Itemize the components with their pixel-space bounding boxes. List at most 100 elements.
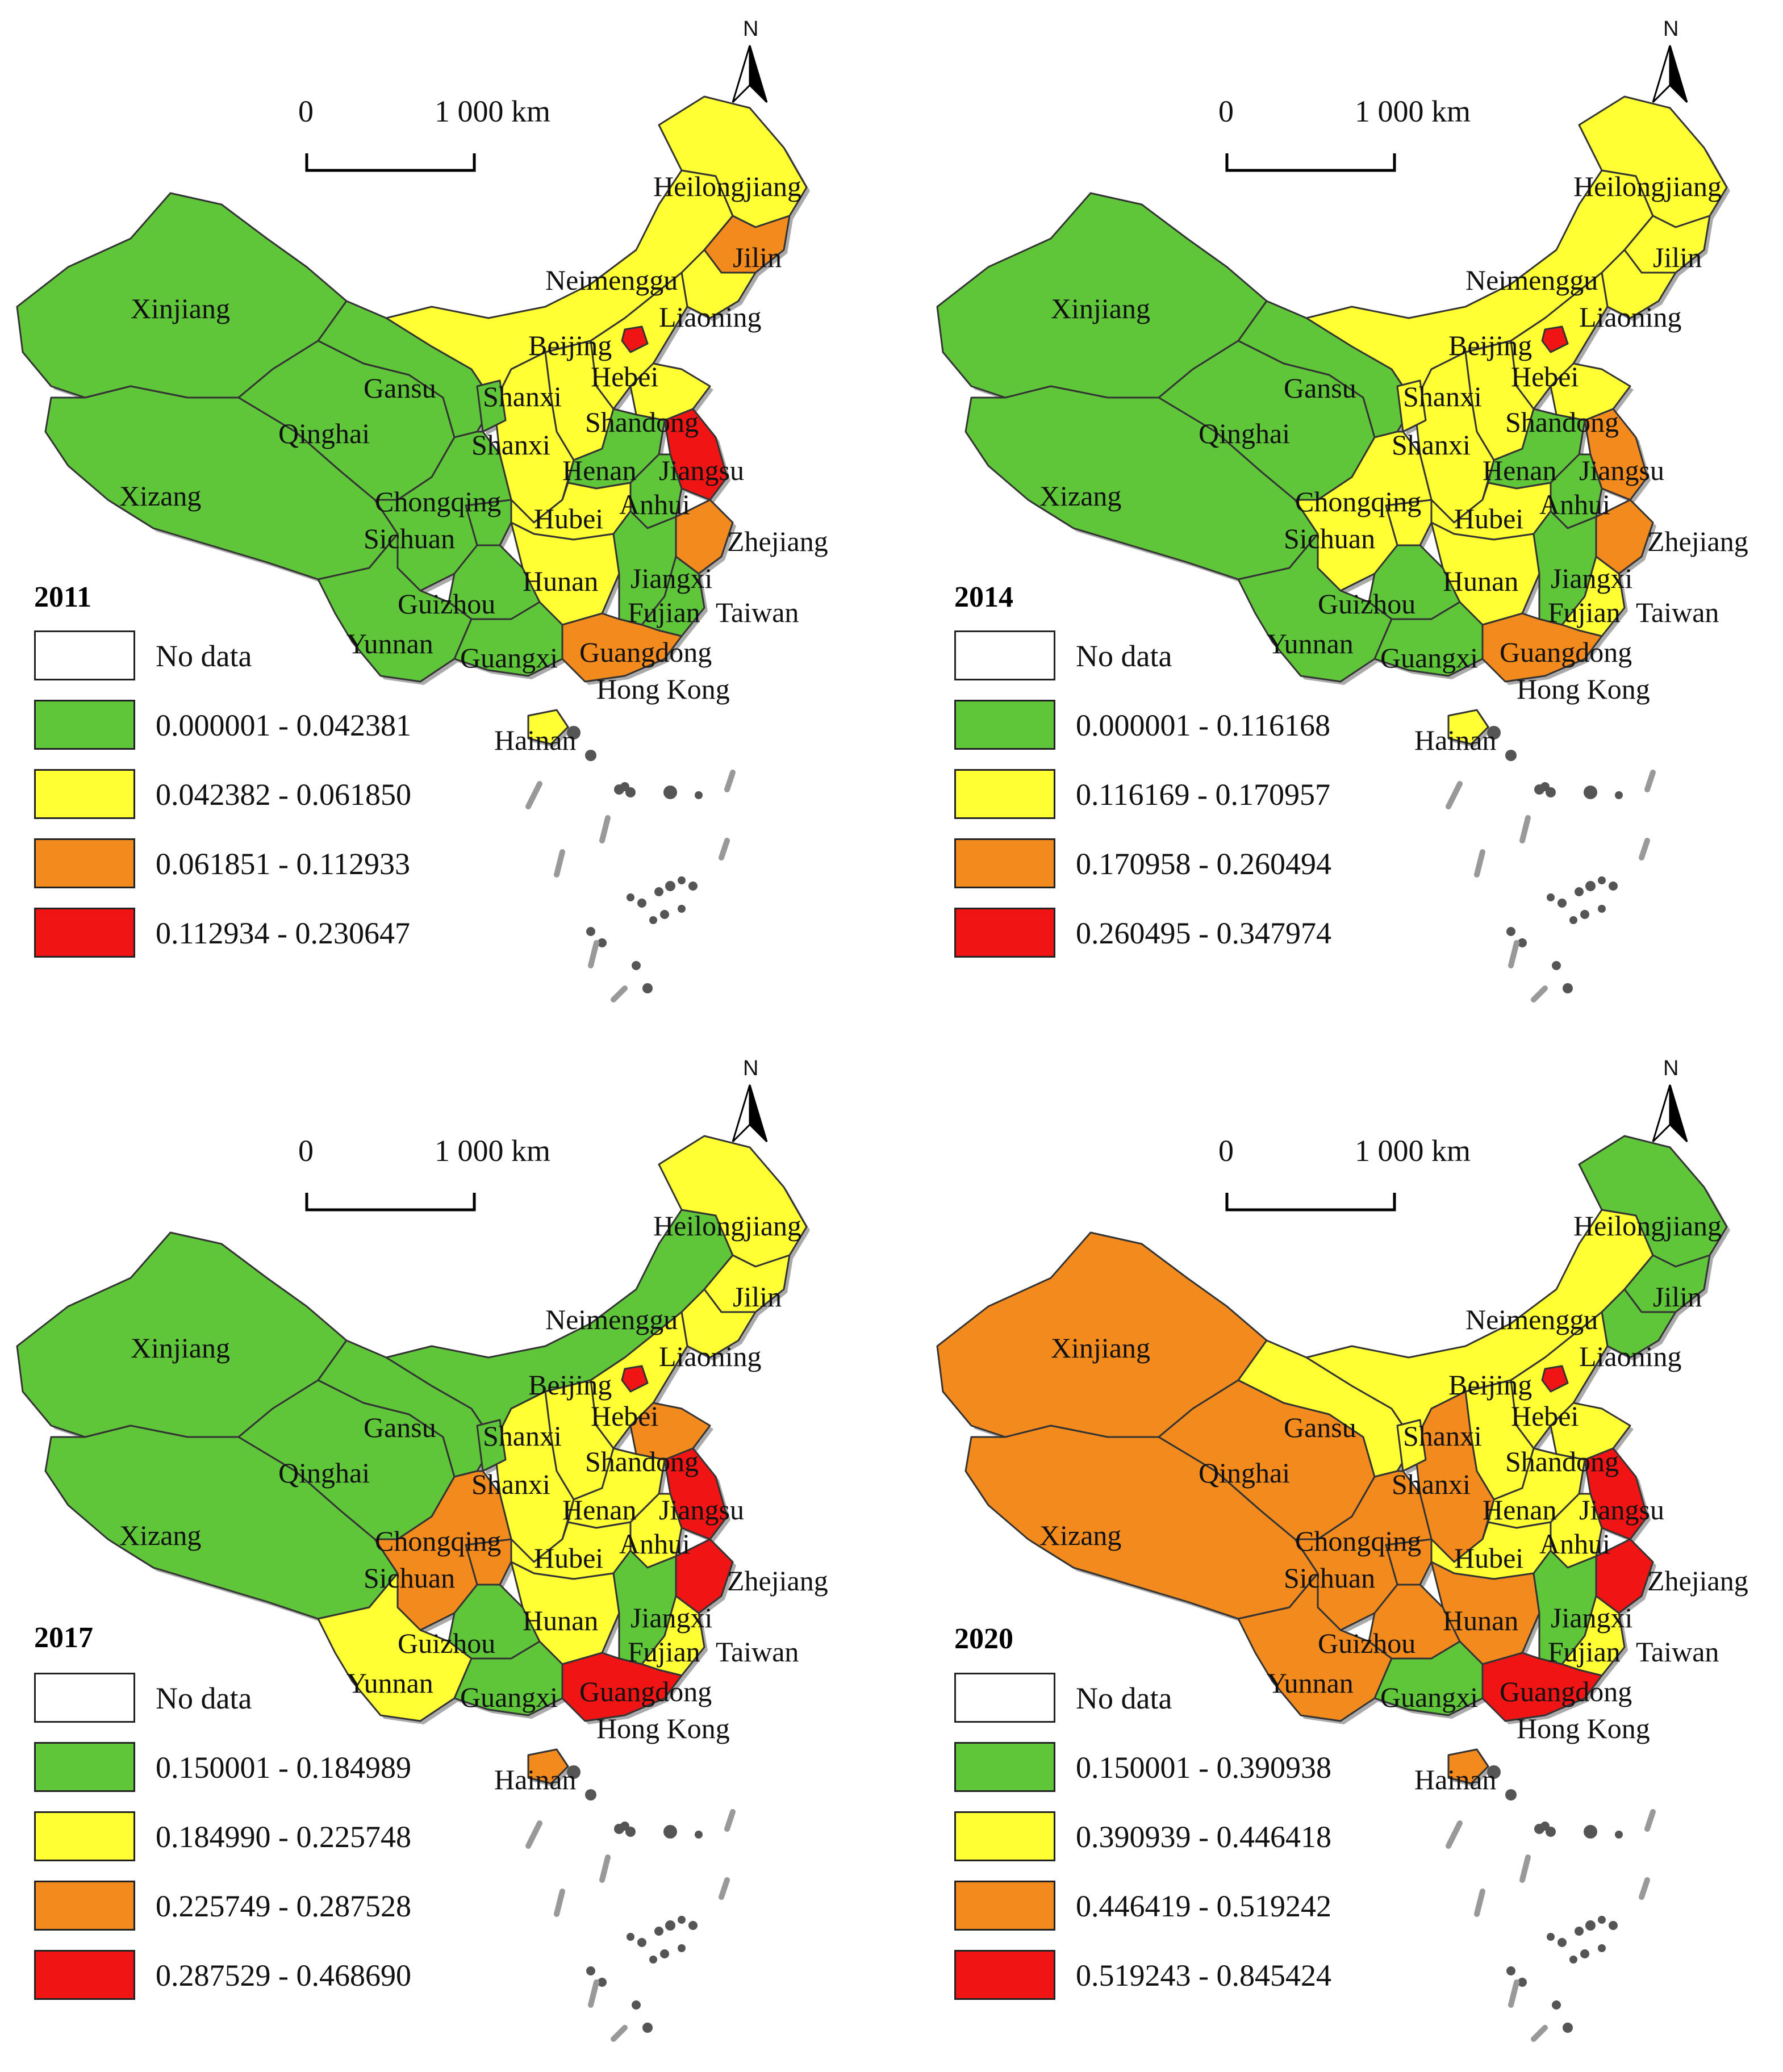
province-label: Jiangxi <box>1551 562 1632 594</box>
legend-item-no-data: No data <box>34 1673 545 1724</box>
province-ningxia <box>476 379 507 433</box>
province-label: Hubei <box>1454 503 1523 534</box>
legend-swatch <box>34 1950 135 2000</box>
legend-swatch <box>954 908 1055 958</box>
panel-year-title: 2017 <box>34 1622 93 1654</box>
legend-item: 0.116169 - 0.170957 <box>954 769 1465 820</box>
province-label: Guangdong <box>579 1676 712 1707</box>
province-guangdong <box>1481 612 1603 683</box>
island <box>1585 881 1596 891</box>
island <box>1580 1949 1589 1958</box>
province-label: Xizang <box>119 1519 201 1551</box>
island <box>625 1827 636 1837</box>
province-liaoning <box>1601 249 1677 319</box>
province-label: Shandong <box>585 406 699 438</box>
province-label: Guizhou <box>1318 588 1415 620</box>
province-beijing <box>621 325 649 353</box>
island <box>654 1927 663 1936</box>
province-label: Beijing <box>528 329 612 361</box>
island <box>660 1949 669 1958</box>
province-label: Henan <box>1483 1494 1557 1526</box>
island <box>649 916 657 924</box>
island <box>567 726 581 740</box>
province-label: Guizhou <box>1318 1627 1415 1659</box>
north-label: N <box>1663 1056 1679 1080</box>
province-label: Sichuan <box>1284 523 1375 554</box>
province-label: Zhejiang <box>1647 525 1748 557</box>
legend-item: 0.042382 - 0.061850 <box>34 769 545 820</box>
province-label: Shandong <box>585 1446 699 1477</box>
map-panel-2020: Xinjiang Xizang Qinghai Gansu Neimenggu Heilo… <box>920 1039 1783 2062</box>
island <box>678 1944 686 1952</box>
province-label: Shandong <box>1505 1446 1619 1477</box>
legend-item: 0.112934 - 0.230647 <box>34 908 545 959</box>
legend-swatch <box>954 630 1055 680</box>
scale-zero-label: 0 <box>1218 1134 1234 1168</box>
legend-label: 0.000001 - 0.042381 <box>156 708 411 742</box>
legend-item: 0.446419 - 0.519242 <box>954 1881 1465 1932</box>
island <box>585 750 596 761</box>
panel-year-title: 2020 <box>954 1623 1013 1655</box>
sea-boundary-dash <box>1644 1809 1656 1832</box>
province-label: Chongqing <box>1295 1525 1421 1557</box>
provinces <box>16 1135 808 1785</box>
province-label: Sichuan <box>1284 1562 1375 1594</box>
legend-item: 0.184990 - 0.225748 <box>34 1811 545 1862</box>
sea-boundary-dash <box>525 1820 542 1849</box>
legend-label: 0.116169 - 0.170957 <box>1076 778 1330 812</box>
island <box>598 1978 607 1987</box>
province-label: Yunnan <box>1267 628 1354 659</box>
province-label: Taiwan <box>716 596 799 628</box>
sea-boundary-dash <box>724 1809 736 1832</box>
province-label: Jiangsu <box>659 454 744 486</box>
sea-boundary-dash <box>719 838 730 860</box>
legend-label: 0.061851 - 0.112933 <box>156 847 410 881</box>
island <box>649 1956 657 1964</box>
island <box>695 1831 703 1839</box>
province-label: Liaoning <box>659 1340 762 1372</box>
legend-label: No data <box>156 1681 252 1715</box>
north-label: N <box>1663 17 1679 41</box>
legend-swatch <box>34 1811 135 1861</box>
province-label: Fujian <box>628 596 700 628</box>
legend-item-no-data: No data <box>954 1673 1465 1724</box>
province-guangdong <box>561 612 683 683</box>
province-ningxia <box>476 1419 507 1472</box>
province-label: Liaoning <box>1579 1340 1682 1372</box>
island <box>1585 1920 1596 1931</box>
island <box>1598 876 1606 884</box>
province-label: Gansu <box>364 372 436 404</box>
island <box>1487 726 1501 740</box>
sea-boundary-dash <box>1474 849 1485 878</box>
province-label: Hunan <box>1443 565 1518 597</box>
legend-swatch <box>34 838 135 888</box>
province-label: Hunan <box>523 1605 598 1636</box>
island <box>1552 961 1561 970</box>
province-label: Hong Kong <box>1517 1712 1650 1744</box>
province-label: Hong Kong <box>596 673 730 705</box>
legend-swatch <box>954 838 1055 888</box>
province-label: Jilin <box>1653 1281 1702 1313</box>
island <box>625 787 636 797</box>
island <box>627 893 634 901</box>
sea-boundary-dash <box>1446 1820 1463 1849</box>
island <box>632 2000 641 2010</box>
sea-boundary-dash <box>599 1854 611 1883</box>
province-label: Shanxi <box>1392 429 1471 461</box>
island <box>1506 927 1515 936</box>
province-label: Jilin <box>733 1281 782 1313</box>
sea-boundary-dash <box>1519 1854 1531 1883</box>
island <box>688 1921 698 1930</box>
legend-label: 0.170958 - 0.260494 <box>1076 847 1331 881</box>
north-arrow-icon <box>1652 1084 1688 1143</box>
legend-item-no-data: No data <box>34 630 545 682</box>
province-label: Xinjiang <box>1051 1332 1150 1364</box>
province-label: Beijing <box>1448 1369 1532 1401</box>
island <box>637 899 646 908</box>
province-label: Fujian <box>1548 1636 1621 1668</box>
sea-boundary-dash <box>1446 781 1463 809</box>
province-label: Neimenggu <box>1465 1304 1598 1335</box>
legend-label: 0.260495 - 0.347974 <box>1076 916 1331 950</box>
island <box>1557 899 1567 908</box>
scale-distance-label: 1 000 km <box>1355 1134 1471 1168</box>
